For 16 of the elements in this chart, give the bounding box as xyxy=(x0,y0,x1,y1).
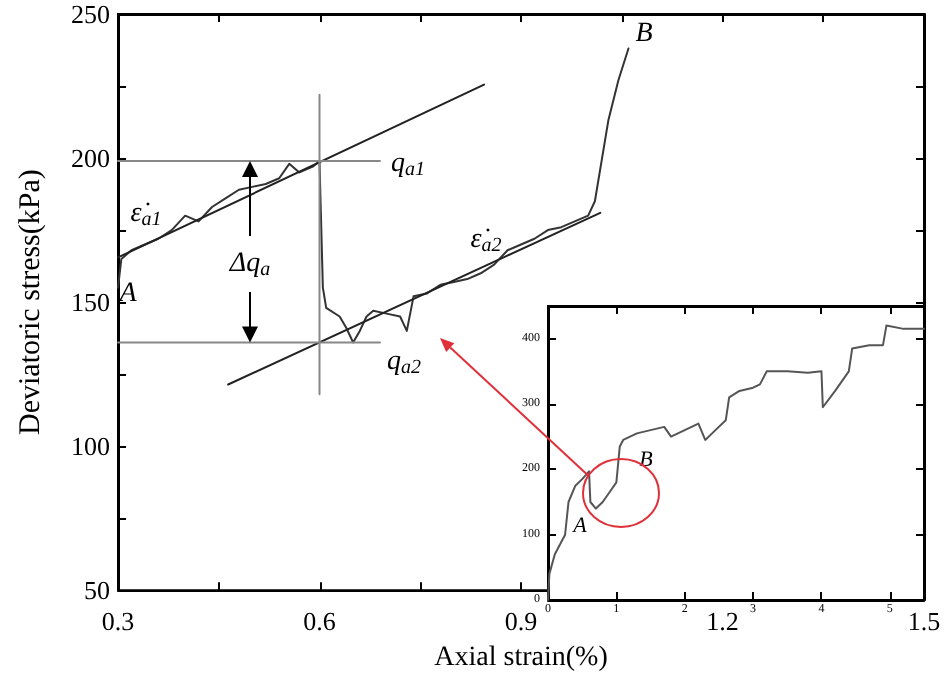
annotation: A xyxy=(571,514,588,538)
annotation: A xyxy=(117,279,138,309)
y-tick-label: 50 xyxy=(84,575,110,606)
x-tick-label: 0.9 xyxy=(504,606,538,637)
y-axis-title: Deviatoric stress(kPa) xyxy=(15,169,47,435)
line-series xyxy=(117,47,630,344)
x-tick-label: 1.5 xyxy=(907,606,941,637)
y-tick-label: 150 xyxy=(71,287,110,318)
y-tick-label: 250 xyxy=(71,0,110,29)
x-tick-label: 0.6 xyxy=(303,606,337,637)
x-tick-label: 0.3 xyxy=(101,606,135,637)
y-tick-label: 100 xyxy=(71,431,110,462)
y-tick-label: 200 xyxy=(71,143,110,174)
x-tick-label: 1.2 xyxy=(706,606,739,637)
x-axis-title: Axial strain(%) xyxy=(434,643,609,673)
annotation: B xyxy=(635,19,654,49)
